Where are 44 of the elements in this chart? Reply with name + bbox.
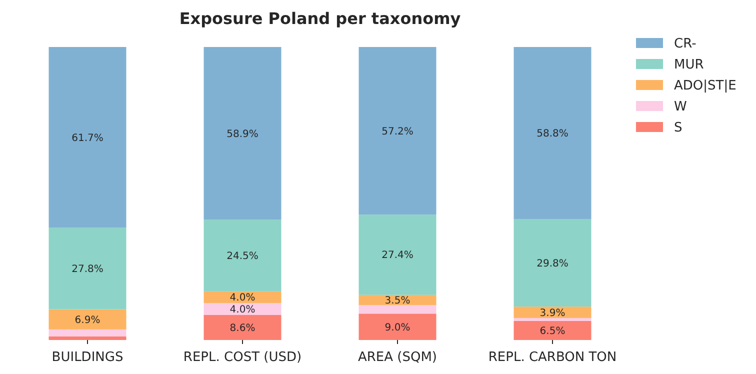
bar xyxy=(48,329,126,336)
bar xyxy=(204,314,282,340)
bar xyxy=(514,219,592,307)
data-label: 8.6% xyxy=(230,322,256,334)
data-label: 3.5% xyxy=(384,296,410,307)
data-label: 9.0% xyxy=(384,322,410,334)
data-label: 29.8% xyxy=(536,258,568,270)
bar xyxy=(358,314,436,340)
bar xyxy=(514,306,592,318)
legend-label: MUR xyxy=(674,58,704,73)
bar xyxy=(358,305,436,314)
data-label: 27.8% xyxy=(72,264,104,276)
data-label: 3.9% xyxy=(540,308,566,319)
data-label: 6.5% xyxy=(540,326,566,337)
bar xyxy=(358,47,436,215)
data-label: 58.9% xyxy=(226,128,258,140)
data-label: 61.7% xyxy=(72,132,104,144)
bar xyxy=(48,47,126,228)
bar xyxy=(48,336,126,340)
x-tick-label: AREA (SQM) xyxy=(358,350,438,365)
bar xyxy=(358,214,436,295)
bar xyxy=(514,318,592,321)
x-tick-label: REPL. CARBON TON xyxy=(488,350,617,365)
legend-label: W xyxy=(674,100,687,115)
x-tick-label: BUILDINGS xyxy=(52,350,124,365)
bar xyxy=(48,309,126,330)
legend-label: S xyxy=(674,120,682,136)
bar xyxy=(204,220,282,292)
data-label: 4.0% xyxy=(230,304,256,316)
chart-title: Exposure Poland per taxonomy xyxy=(179,9,462,28)
bar xyxy=(48,228,126,310)
data-label: 57.2% xyxy=(382,126,414,138)
data-label: 24.5% xyxy=(226,250,258,262)
bar xyxy=(204,47,282,220)
legend-label: ADO|ST|E xyxy=(674,78,736,94)
data-label: 4.0% xyxy=(230,292,256,304)
legend-label: CR- xyxy=(674,36,697,52)
x-tick-label: REPL. COST (USD) xyxy=(183,350,302,365)
bar xyxy=(514,47,592,220)
bar xyxy=(514,320,592,340)
data-label: 58.8% xyxy=(536,128,568,140)
bar xyxy=(204,303,282,315)
data-label: 27.4% xyxy=(382,250,414,262)
data-label: 6.9% xyxy=(74,314,100,326)
